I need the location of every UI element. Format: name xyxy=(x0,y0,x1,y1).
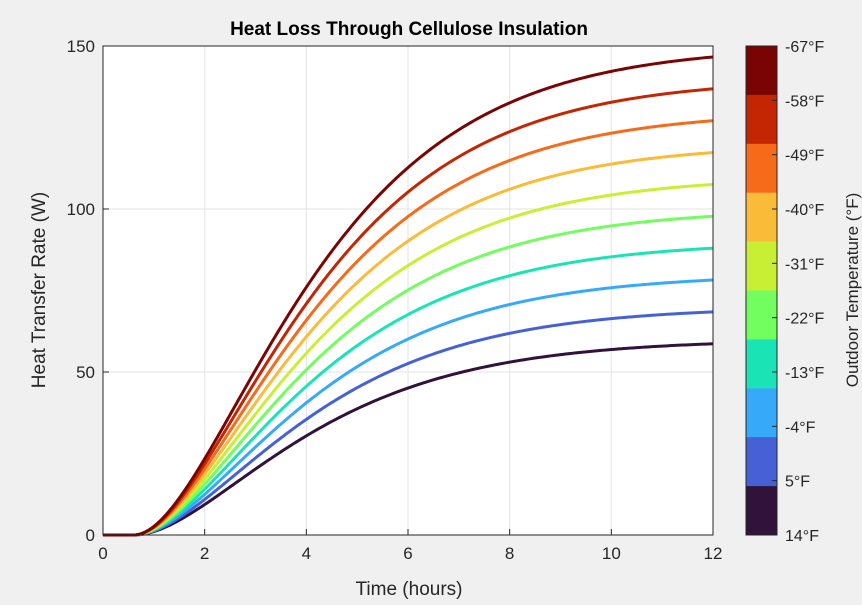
series-line xyxy=(103,87,714,537)
x-tick-label: 0 xyxy=(98,544,107,563)
colorbar-label: Outdoor Temperature (°F) xyxy=(843,193,862,388)
y-tick-label: 150 xyxy=(67,37,95,56)
colorbar-segment xyxy=(746,388,777,438)
x-tick-label: 10 xyxy=(602,544,621,563)
colorbar-segment xyxy=(746,192,777,243)
series-line xyxy=(103,55,714,537)
series-line xyxy=(103,182,714,537)
x-axis-ticks: 0 2 4 6 8 10 12 xyxy=(98,529,722,563)
x-tick-label: 6 xyxy=(403,544,412,563)
colorbar-segment xyxy=(746,241,777,291)
series-line xyxy=(103,119,714,537)
colorbar-segment xyxy=(746,290,777,340)
colorbar-segment xyxy=(746,339,777,389)
colorbar-segment xyxy=(746,437,777,487)
colorbar-tick-label: -58°F xyxy=(785,93,825,110)
colorbar-tick-label: -67°F xyxy=(785,39,825,56)
y-axis-ticks: 0 50 100 150 xyxy=(67,37,109,545)
series-line xyxy=(103,278,714,537)
chart-title: Heat Loss Through Cellulose Insulation xyxy=(230,19,588,40)
x-tick-label: 4 xyxy=(302,544,311,563)
x-tick-label: 2 xyxy=(200,544,209,563)
x-tick-label: 12 xyxy=(704,544,723,563)
series-line xyxy=(103,342,714,537)
colorbar-tick-label: 5°F xyxy=(785,474,810,491)
x-tick-label: 8 xyxy=(505,544,514,563)
y-tick-label: 100 xyxy=(67,200,95,219)
colorbar-frame xyxy=(745,45,778,536)
colorbar-tick-label: -4°F xyxy=(785,419,816,436)
y-axis-label: Heat Transfer Rate (W) xyxy=(29,192,50,388)
series-line xyxy=(103,246,714,537)
colorbar-tick-label: -22°F xyxy=(785,311,825,328)
colorbar-tick-label: -13°F xyxy=(785,365,825,382)
colorbar-tick-label: -40°F xyxy=(785,202,825,219)
colorbar-segment xyxy=(746,46,777,96)
series-line xyxy=(103,310,714,537)
colorbar: -67°F -58°F -49°F -40°F -31°F -22°F -13°F -4°F 5… xyxy=(745,39,825,545)
series-line xyxy=(103,151,714,537)
y-tick-label: 0 xyxy=(86,526,95,545)
y-tick-label: 50 xyxy=(76,363,95,382)
x-axis-label: Time (hours) xyxy=(356,579,463,600)
colorbar-tick-label: 14°F xyxy=(785,528,819,545)
colorbar-tick-label: -31°F xyxy=(785,256,825,273)
series-line xyxy=(103,214,714,537)
colorbar-segment xyxy=(746,94,777,145)
colorbar-segment xyxy=(746,143,777,194)
colorbar-segment xyxy=(746,486,777,536)
colorbar-tick-label: -49°F xyxy=(785,148,825,165)
series-lines xyxy=(103,55,714,537)
